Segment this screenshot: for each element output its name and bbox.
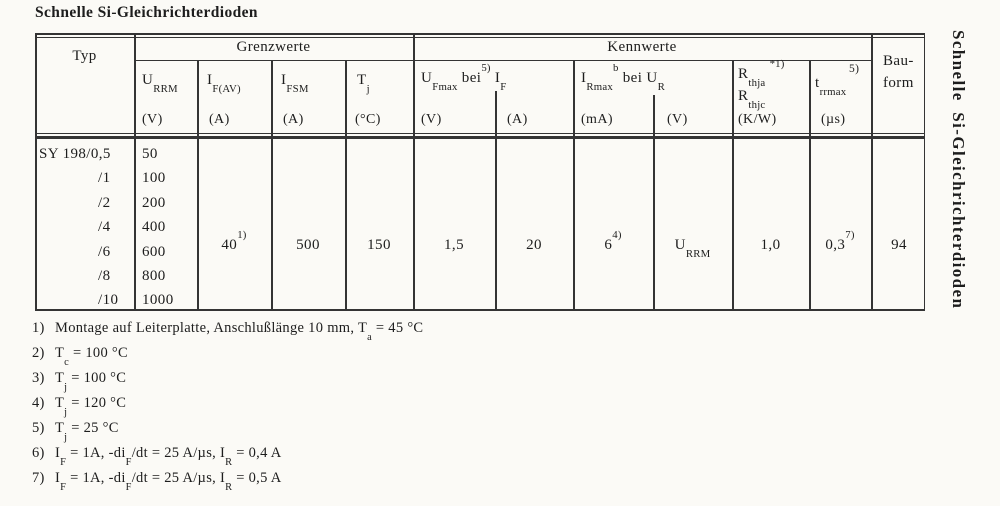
value-trr: 0,37) — [825, 229, 855, 253]
value-bauform: 94 — [891, 237, 907, 253]
unit-trr: (µs) — [821, 112, 846, 127]
gridline — [197, 60, 199, 311]
unit-if-a: (A) — [507, 112, 528, 127]
unit-ifsm: (A) — [283, 112, 304, 127]
value-ur: URRM — [674, 237, 711, 261]
typ-column: SY 198/0,5 /1 /2 /4 /6 /8 /10 — [35, 138, 134, 313]
value-if: 20 — [526, 237, 542, 253]
urrm-value: 400 — [142, 219, 166, 236]
col-header-trrmax: trrmax — [815, 75, 847, 99]
unit-ifav: (A) — [209, 112, 230, 127]
unit-tj: (°C) — [355, 112, 381, 127]
unit-urrm: (V) — [142, 112, 163, 127]
gridline — [732, 60, 734, 311]
value-tj: 150 — [367, 237, 391, 253]
footnote-number: 6) — [32, 445, 45, 461]
gridline — [271, 60, 273, 311]
footnote-number: 1) — [32, 320, 45, 336]
footnote-item: 1) Montage auf Leiterplatte, Anschlußlän… — [32, 316, 424, 343]
header-kennwerte: Kennwerte — [607, 39, 677, 55]
col-header-ifav: IF(AV) — [207, 72, 241, 96]
gridline — [35, 36, 925, 38]
col-header-rthjc: Rthjc — [738, 88, 766, 112]
footnote-item: 2) Tc = 100 °C — [32, 341, 423, 368]
value-irmax: 64) — [604, 229, 622, 253]
urrm-value: 100 — [142, 170, 166, 187]
col-header-tj: Tj — [357, 72, 370, 96]
urrm-value: 600 — [142, 243, 166, 260]
gridline — [495, 91, 497, 311]
footnote-item: 7) IF = 1A, -diF/dt = 25 A/µs, IR = 0,5 … — [32, 466, 423, 493]
typ-value: /8 — [98, 267, 111, 284]
footnote-text: Tc = 100 °C — [55, 345, 128, 368]
col-header-trrmax-footnote: 5) — [849, 63, 860, 75]
sidebar-title: Schnelle Si-Gleichrichterdioden — [949, 30, 968, 310]
gridline — [35, 136, 925, 139]
typ-value: /10 — [98, 292, 119, 309]
footnote-number: 3) — [32, 370, 45, 386]
value-ifav: 401) — [221, 229, 247, 253]
gridline — [871, 33, 873, 311]
col-header-ufmax: UFmax bei5) IF — [421, 62, 507, 94]
unit-ufmax-v: (V) — [421, 112, 442, 127]
footnote-number: 5) — [32, 420, 45, 436]
typ-value: /1 — [98, 170, 111, 187]
gridline — [35, 133, 925, 134]
page-title: Schnelle Si-Gleichrichterdioden — [35, 4, 258, 21]
gridline — [35, 33, 925, 35]
urrm-value: 1000 — [142, 292, 174, 309]
gridline — [923, 33, 925, 311]
footnote-item: 3) Tj = 100 °C — [32, 366, 423, 393]
footnote-text: Tj = 100 °C — [55, 370, 127, 393]
gridline — [134, 33, 136, 311]
footnote-item: 6) IF = 1A, -diF/dt = 25 A/µs, IR = 0,4 … — [32, 441, 423, 468]
unit-rth: (K/W) — [738, 112, 777, 127]
gridline — [413, 33, 415, 311]
gridline — [35, 33, 37, 311]
value-ufmax: 1,5 — [444, 237, 464, 253]
spec-table: Typ Grenzwerte Kennwerte Bau- form URRM … — [35, 33, 925, 311]
gridline — [573, 60, 575, 311]
header-typ: Typ — [72, 48, 97, 64]
typ-value: /2 — [98, 194, 111, 211]
footnote-text: Montage auf Leiterplatte, Anschlußlänge … — [55, 320, 424, 343]
col-header-ifsm: IFSM — [281, 72, 309, 96]
col-header-rthja: Rthja *1) — [738, 58, 785, 90]
header-bauform-line1: Bau- — [883, 53, 914, 69]
urrm-value: 200 — [142, 194, 166, 211]
urrm-column: 50 100 200 400 600 800 1000 — [134, 138, 197, 313]
value-rth: 1,0 — [760, 237, 781, 253]
footnote-number: 7) — [32, 470, 45, 486]
urrm-value: 50 — [142, 146, 158, 162]
gridline — [653, 95, 655, 311]
typ-value: SY 198/0,5 — [39, 146, 111, 162]
typ-value: /6 — [98, 243, 111, 260]
col-header-irmax: IRmaxb bei UR — [581, 62, 666, 94]
header-bauform-line2: form — [883, 75, 914, 91]
col-header-urrm: URRM — [142, 72, 178, 96]
footnote-text: IF = 1A, -diF/dt = 25 A/µs, IR = 0,4 A — [55, 445, 282, 468]
gridline — [809, 60, 811, 311]
gridline — [35, 309, 925, 311]
footnote-number: 2) — [32, 345, 45, 361]
footnote-text: Tj = 120 °C — [55, 395, 127, 418]
gridline — [345, 60, 347, 311]
footnotes: 1) Montage auf Leiterplatte, Anschlußlän… — [32, 316, 424, 493]
unit-ur-v: (V) — [667, 112, 688, 127]
footnote-text: IF = 1A, -diF/dt = 25 A/µs, IR = 0,5 A — [55, 470, 282, 493]
unit-irmax-ma: (mA) — [581, 112, 613, 127]
gridline — [134, 60, 871, 62]
footnote-item: 5) Tj = 25 °C — [32, 416, 423, 443]
urrm-value: 800 — [142, 267, 166, 284]
footnote-number: 4) — [32, 395, 45, 411]
typ-value: /4 — [98, 219, 111, 236]
header-grenzwerte: Grenzwerte — [236, 39, 311, 55]
value-ifsm: 500 — [296, 237, 320, 253]
footnote-item: 4) Tj = 120 °C — [32, 391, 423, 418]
footnote-text: Tj = 25 °C — [55, 420, 119, 443]
